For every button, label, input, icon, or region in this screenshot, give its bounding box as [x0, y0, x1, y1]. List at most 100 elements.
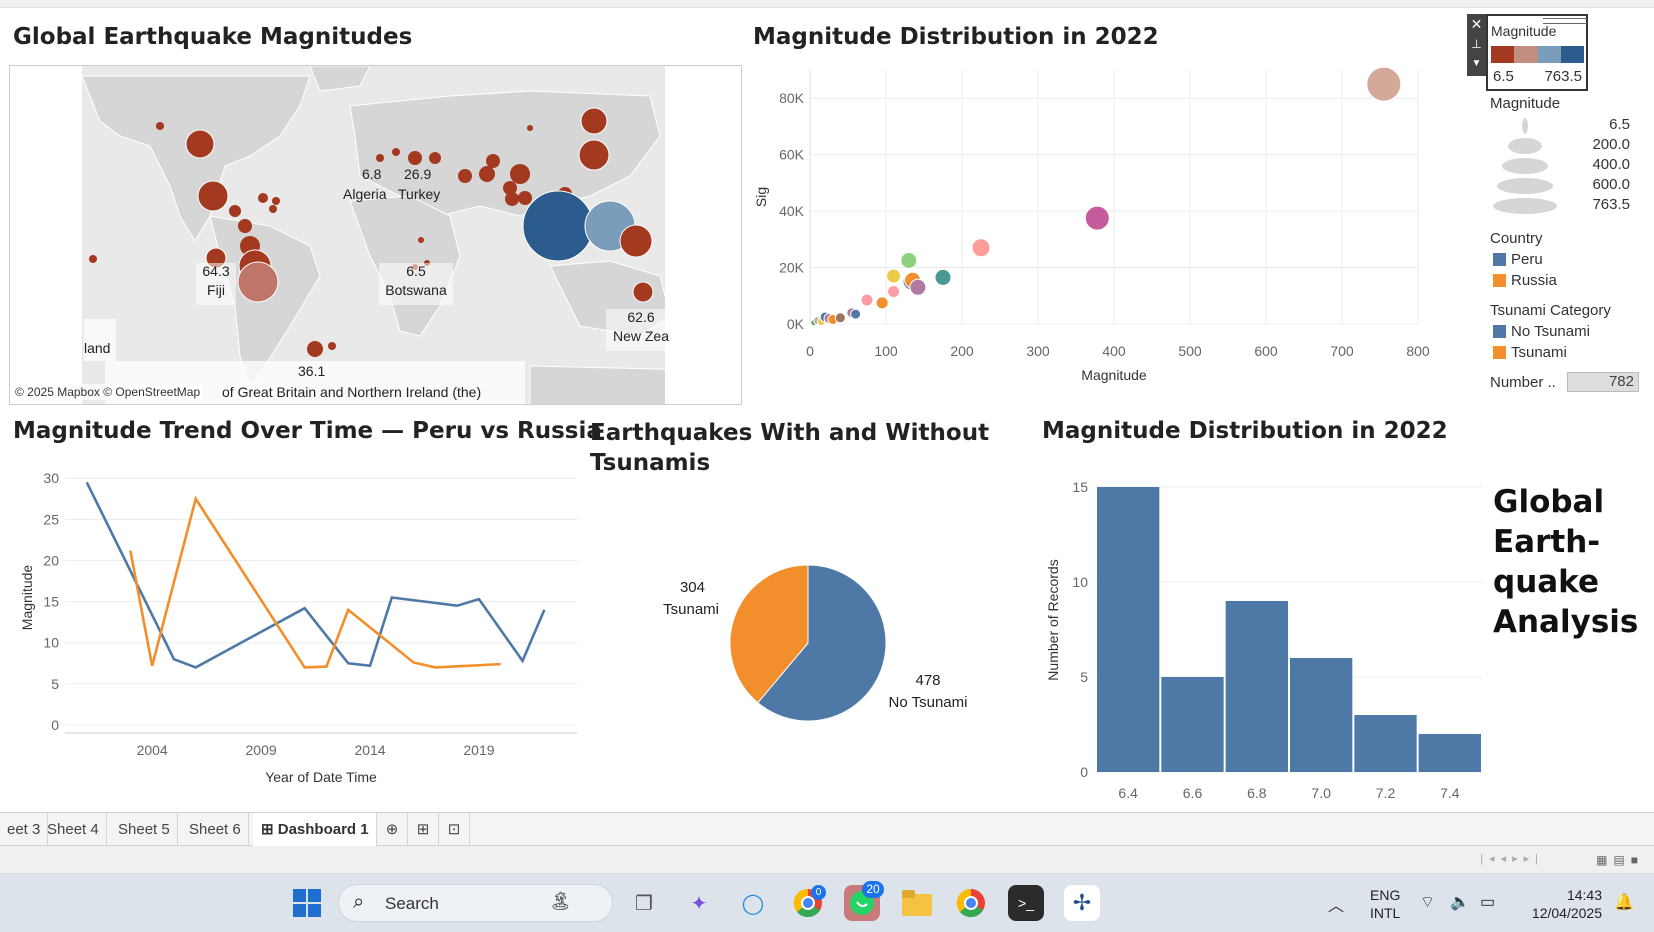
chevron-up-icon[interactable]: ︿ — [1328, 898, 1345, 915]
battery-icon[interactable]: ▭ — [1480, 894, 1496, 911]
color-legend-title: Magnitude — [1491, 23, 1557, 39]
size-legend: 6.5 200.0 400.0 600.0 763.5 — [1490, 116, 1640, 221]
line-y-tick: 10 — [43, 635, 59, 651]
world-map[interactable]: 6.8 Algeria 26.9 Turkey 64.3 Fiji 6.5 Bo… — [9, 65, 742, 405]
pie-slice-no-tsunami — [757, 564, 887, 722]
line-x-tick: 2004 — [137, 742, 168, 758]
scatter-x-tick: 700 — [1330, 343, 1354, 359]
scatter-chart[interactable]: 0 100 200 300 400 500 600 700 800 0K 20K 40K 60K 80K M… — [750, 60, 1470, 405]
scatter-y-tick: 0K — [787, 316, 805, 332]
color-legend-card[interactable]: Magnitude 6.5 763.5 — [1486, 14, 1588, 91]
whatsapp-icon[interactable]: 20 — [844, 881, 884, 921]
hist-bar — [1225, 601, 1288, 772]
line-y-tick: 30 — [43, 470, 59, 486]
cortana-icon[interactable]: ◯ — [741, 892, 765, 915]
pie-chart[interactable]: 478 No Tsunami 304 Tsunami — [590, 500, 1010, 760]
tableau-icon[interactable]: ✢ — [1064, 885, 1100, 921]
hist-x-tick: 6.6 — [1183, 785, 1203, 801]
pin-icon[interactable]: ⊥ — [1471, 37, 1482, 51]
tab-sheet-6[interactable]: Sheet 6 — [182, 813, 249, 846]
russia-swatch — [1493, 274, 1506, 287]
number-filter-label: Number .. — [1490, 374, 1556, 391]
sheet-nav-arrows[interactable]: |◂◂▸▸| — [1480, 853, 1544, 865]
legend-russia[interactable]: Russia — [1511, 272, 1557, 289]
hist-x-tick: 6.4 — [1118, 785, 1138, 801]
line-y-tick: 25 — [43, 511, 59, 527]
legend-float-controls[interactable]: ✕ ⊥ ▼ — [1467, 14, 1486, 76]
copilot-icon[interactable]: ✦ — [690, 892, 708, 915]
peru-swatch — [1493, 253, 1506, 266]
north-america-land — [81, 75, 311, 242]
notification-icon[interactable]: 🔔 — [1614, 894, 1634, 911]
scatter-x-tick: 500 — [1178, 343, 1202, 359]
tsunami-swatch — [1493, 346, 1506, 359]
terminal-icon[interactable]: >_ — [1008, 885, 1044, 921]
scatter-x-tick: 600 — [1254, 343, 1278, 359]
task-view-icon[interactable]: ❐ — [635, 892, 653, 915]
hist-x-tick: 7.0 — [1311, 785, 1331, 801]
map-label-botswana: 6.5 Botswana — [379, 263, 453, 305]
new-dashboard-button[interactable]: ⊞ — [408, 813, 439, 846]
scatter-point — [1084, 205, 1110, 231]
tab-sheet-3[interactable]: eet 3 — [0, 813, 49, 846]
scatter-point — [834, 312, 846, 324]
taskbar-search[interactable]: ⌕ Search 🏝 — [338, 884, 613, 922]
size-legend-value: 600.0 — [1592, 176, 1630, 193]
scatter-x-tick: 400 — [1102, 343, 1126, 359]
chrome-profile-icon[interactable] — [953, 885, 989, 921]
legend-no-tsunami[interactable]: No Tsunami — [1511, 323, 1590, 340]
color-ramp-step — [1560, 46, 1584, 63]
scatter-x-tick: 200 — [950, 343, 974, 359]
size-legend-value: 6.5 — [1609, 116, 1630, 133]
tab-dashboard-1[interactable]: ⊞ Dashboard 1 — [253, 813, 377, 846]
map-label-land: land — [84, 319, 116, 361]
wifi-icon[interactable]: ⌔ — [1420, 894, 1436, 911]
scatter-point — [860, 293, 874, 307]
drag-handle-icon[interactable] — [1543, 18, 1587, 24]
line-chart[interactable]: 0 5 10 15 20 25 30 2004 2009 2014 2019 Year of Date… — [10, 455, 590, 795]
color-ramp — [1491, 46, 1584, 63]
chrome-icon[interactable]: 0 — [790, 885, 826, 921]
scatter-title: Magnitude Distribution in 2022 — [753, 24, 1159, 50]
map-right-margin — [665, 66, 741, 404]
world-map-svg — [10, 66, 741, 404]
legend-tsunami[interactable]: Tsunami — [1511, 344, 1567, 361]
chevron-down-icon[interactable]: ▼ — [1471, 58, 1482, 69]
tab-sheet-5[interactable]: Sheet 5 — [111, 813, 178, 846]
close-icon[interactable]: ✕ — [1470, 16, 1483, 32]
new-story-button[interactable]: ⊡ — [439, 813, 470, 846]
greenland-land — [309, 66, 371, 92]
size-legend-bubble — [1493, 198, 1557, 214]
scatter-x-tick: 100 — [874, 343, 898, 359]
scatter-x-label: Magnitude — [1081, 367, 1147, 383]
language-indicator[interactable]: ENG INTL — [1370, 887, 1401, 921]
scatter-point — [909, 278, 927, 296]
pie-slice-tsunami — [729, 564, 809, 704]
line-y-label: Magnitude — [19, 565, 35, 631]
scatter-y-tick: 80K — [779, 90, 805, 106]
number-filter-slider[interactable]: 782 — [1567, 372, 1639, 392]
map-title: Global Earthquake Magnitudes — [13, 24, 413, 50]
new-sheet-button[interactable]: ⊕ — [377, 813, 408, 846]
hist-x-tick: 6.8 — [1247, 785, 1267, 801]
windows-start-icon[interactable] — [289, 885, 325, 921]
whatsapp-badge: 20 — [862, 881, 884, 898]
hist-x-tick: 7.4 — [1440, 785, 1460, 801]
line-y-tick: 0 — [51, 717, 59, 733]
hist-x-tick: 7.2 — [1376, 785, 1396, 801]
size-legend-value: 200.0 — [1592, 136, 1630, 153]
map-label-new-zealand: 62.6 New Zea — [606, 309, 676, 351]
color-legend-max: 763.5 — [1544, 68, 1582, 85]
view-toggle-icons[interactable]: ▦▤■ — [1596, 853, 1644, 867]
chrome-badge: 0 — [811, 885, 826, 900]
tab-sheet-4[interactable]: Sheet 4 — [40, 813, 107, 846]
histogram-chart[interactable]: 0 5 10 15 Number of Records 6.4 6.6 6.8 7.0 7.2 7.… — [1040, 460, 1490, 805]
legend-peru[interactable]: Peru — [1511, 251, 1543, 268]
pie-value-label: 478 — [915, 672, 940, 689]
clock[interactable]: 14:43 12/04/2025 — [1531, 887, 1602, 921]
sheet-tab-bar: eet 3 Sheet 4 Sheet 5 Sheet 6 ⊞ Dashboar… — [0, 812, 1654, 846]
windows-taskbar: ⌕ Search 🏝 ❐ ✦ ◯ 0 20 >_ ✢ ︿ ENG INTL ⌔ 🔈… — [0, 874, 1654, 932]
volume-icon[interactable]: 🔈 — [1450, 894, 1470, 911]
map-attribution[interactable]: © 2025 Mapbox © OpenStreetMap — [13, 384, 203, 400]
file-explorer-icon[interactable] — [899, 885, 935, 921]
